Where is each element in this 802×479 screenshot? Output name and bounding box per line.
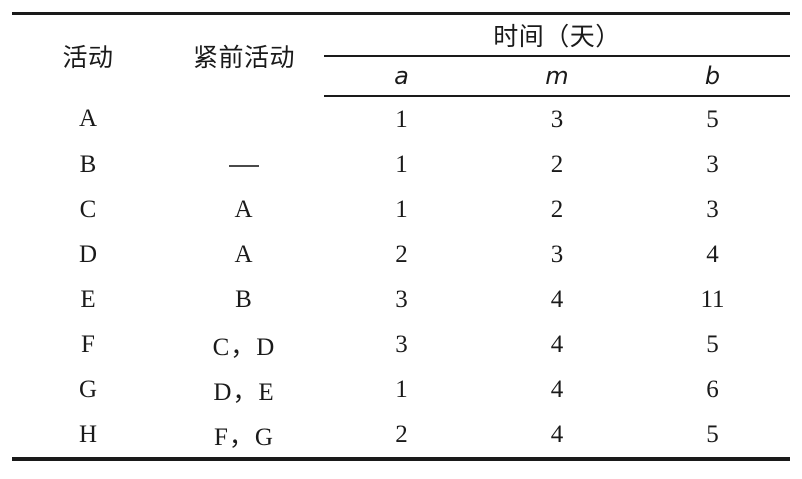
- cell-predecessor: C，D: [164, 322, 324, 367]
- predecessor-text: D，E: [213, 378, 275, 406]
- cell-time-b: 6: [706, 375, 719, 403]
- cell-time-m: 3: [550, 105, 564, 133]
- predecessor-text: C，D: [212, 333, 276, 361]
- predecessor-text: A: [234, 195, 254, 223]
- column-header-time-group: 时间（天）: [324, 12, 791, 57]
- header-row-group: 活动 紧前活动 时间（天）: [12, 12, 791, 96]
- column-header-predecessor: 紧前活动: [164, 12, 324, 96]
- cell-time-a: 3: [395, 330, 408, 358]
- cell-time-a: 1: [395, 105, 408, 133]
- cell-predecessor: A: [164, 187, 324, 232]
- cell-time-b: 5: [706, 330, 719, 358]
- predecessor-text: F，G: [214, 423, 274, 451]
- cell-time-m: 4: [550, 375, 564, 403]
- cell-time-a: 3: [395, 285, 408, 313]
- table-row: B 1 2 3: [12, 142, 790, 187]
- cell-time-b: 5: [635, 412, 791, 461]
- cell-time-m: 4: [479, 412, 635, 461]
- table-body: A 1 3 5 B 1 2 3 C A 1 2 3 D A 2 3 4 E B 3 4 11 F C，D 3 4 5 G D，E 1 4 6 H F…: [12, 96, 791, 461]
- cell-activity: A: [78, 105, 98, 132]
- cell-time-b: 11: [700, 285, 725, 313]
- cell-predecessor: B: [164, 277, 324, 322]
- cell-activity: F: [81, 330, 95, 358]
- table-row: H F，G 2 4 5: [12, 412, 791, 461]
- table-row: C A 1 2 3: [12, 187, 790, 232]
- cell-time-m: 4: [550, 330, 564, 358]
- cell-time-m: 3: [550, 240, 564, 268]
- cell-time-m: 2: [550, 195, 564, 223]
- table-row: E B 3 4 11: [12, 277, 790, 322]
- table-row: D A 2 3 4: [12, 232, 790, 277]
- cell-predecessor: [164, 96, 324, 142]
- cell-activity: H: [12, 412, 164, 461]
- column-header-m: m: [479, 56, 635, 97]
- cell-time-a: 1: [395, 150, 408, 178]
- activity-time-table: 活动 紧前活动 时间（天） a m b A 1 3 5 B 1 2 3 C A 1 2 3 D A 2 3 4 E B…: [12, 12, 791, 461]
- table-head: 活动 紧前活动 时间（天） a m b: [12, 12, 791, 97]
- cell-activity: C: [79, 195, 97, 223]
- cell-time-m: 4: [550, 285, 564, 313]
- column-header-a: a: [324, 56, 479, 97]
- table-row: G D，E 1 4 6: [12, 367, 790, 412]
- em-dash-mark: [229, 164, 259, 167]
- cell-activity: E: [80, 285, 96, 313]
- table-row: F C，D 3 4 5: [12, 322, 790, 367]
- column-header-b: b: [635, 56, 791, 97]
- cell-predecessor: [164, 142, 324, 187]
- cell-activity: G: [78, 375, 98, 403]
- cell-time-b: 3: [706, 150, 719, 178]
- cell-time-m: 2: [550, 150, 564, 178]
- table-row: A 1 3 5: [12, 96, 790, 142]
- cell-activity: B: [79, 150, 97, 178]
- cell-predecessor: A: [164, 232, 324, 277]
- cell-activity: D: [78, 240, 98, 268]
- cell-predecessor: F，G: [164, 412, 324, 461]
- cell-time-a: 1: [395, 375, 408, 403]
- cell-time-b: 3: [706, 195, 719, 223]
- column-header-activity: 活动: [12, 12, 164, 96]
- cell-predecessor: D，E: [164, 367, 324, 412]
- cell-time-b: 4: [706, 240, 719, 268]
- predecessor-text: B: [235, 285, 253, 313]
- header-row-sub: a m b: [12, 56, 791, 97]
- predecessor-text: A: [234, 240, 254, 268]
- cell-time-a: 1: [395, 195, 408, 223]
- cell-time-a: 2: [324, 412, 479, 461]
- cell-time-a: 2: [395, 240, 408, 268]
- cell-time-b: 5: [706, 105, 719, 133]
